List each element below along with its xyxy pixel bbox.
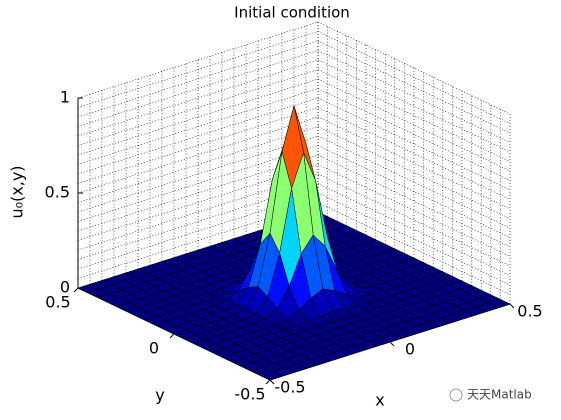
watermark-icon bbox=[449, 388, 463, 402]
x-tick-label: 0.5 bbox=[517, 302, 542, 321]
minor-grid-line bbox=[317, 40, 511, 134]
x-tick-label: -0.5 bbox=[274, 378, 305, 397]
y-tick bbox=[73, 287, 79, 293]
y-tick-label: 0 bbox=[149, 339, 159, 358]
minor-grid-line bbox=[317, 126, 511, 219]
grid-line bbox=[317, 21, 511, 115]
watermark: 天天Matlab bbox=[467, 388, 532, 402]
z-tick-label: 0.5 bbox=[45, 183, 70, 202]
x-tick-label: 0 bbox=[405, 340, 415, 359]
minor-grid-line bbox=[317, 97, 511, 191]
x-tick bbox=[509, 303, 515, 309]
x-tick bbox=[269, 379, 275, 385]
x-tick bbox=[389, 341, 395, 347]
x-axis-label: x bbox=[375, 391, 384, 410]
y-tick-label: -0.5 bbox=[234, 385, 265, 404]
chart-title: Initial condition bbox=[234, 4, 350, 22]
minor-grid-line bbox=[317, 135, 511, 229]
minor-grid-line bbox=[77, 59, 319, 137]
minor-grid-line bbox=[317, 202, 511, 295]
minor-grid-line bbox=[317, 192, 511, 286]
minor-grid-line bbox=[317, 59, 511, 153]
minor-grid-line bbox=[317, 173, 511, 267]
y-axis-label: y bbox=[155, 386, 164, 405]
z-axis-label: u₀(x,y) bbox=[8, 165, 27, 218]
grid-line bbox=[317, 116, 511, 210]
minor-grid-line bbox=[317, 154, 511, 248]
minor-grid-line bbox=[317, 31, 511, 124]
z-tick-label: 1 bbox=[60, 88, 70, 107]
y-tick bbox=[169, 333, 175, 339]
minor-grid-line bbox=[317, 69, 511, 162]
minor-grid-line bbox=[77, 69, 319, 146]
y-tick bbox=[265, 379, 271, 385]
z-tick-label: 0 bbox=[60, 278, 70, 297]
minor-grid-line bbox=[317, 88, 511, 181]
surface-patch bbox=[260, 371, 283, 381]
minor-grid-line bbox=[317, 145, 511, 238]
minor-grid-line bbox=[317, 183, 511, 276]
minor-grid-line bbox=[317, 78, 511, 172]
minor-grid-line bbox=[317, 164, 511, 257]
minor-grid-line bbox=[317, 107, 511, 200]
minor-grid-line bbox=[317, 50, 511, 143]
y-tick-label: 0.5 bbox=[45, 293, 70, 312]
